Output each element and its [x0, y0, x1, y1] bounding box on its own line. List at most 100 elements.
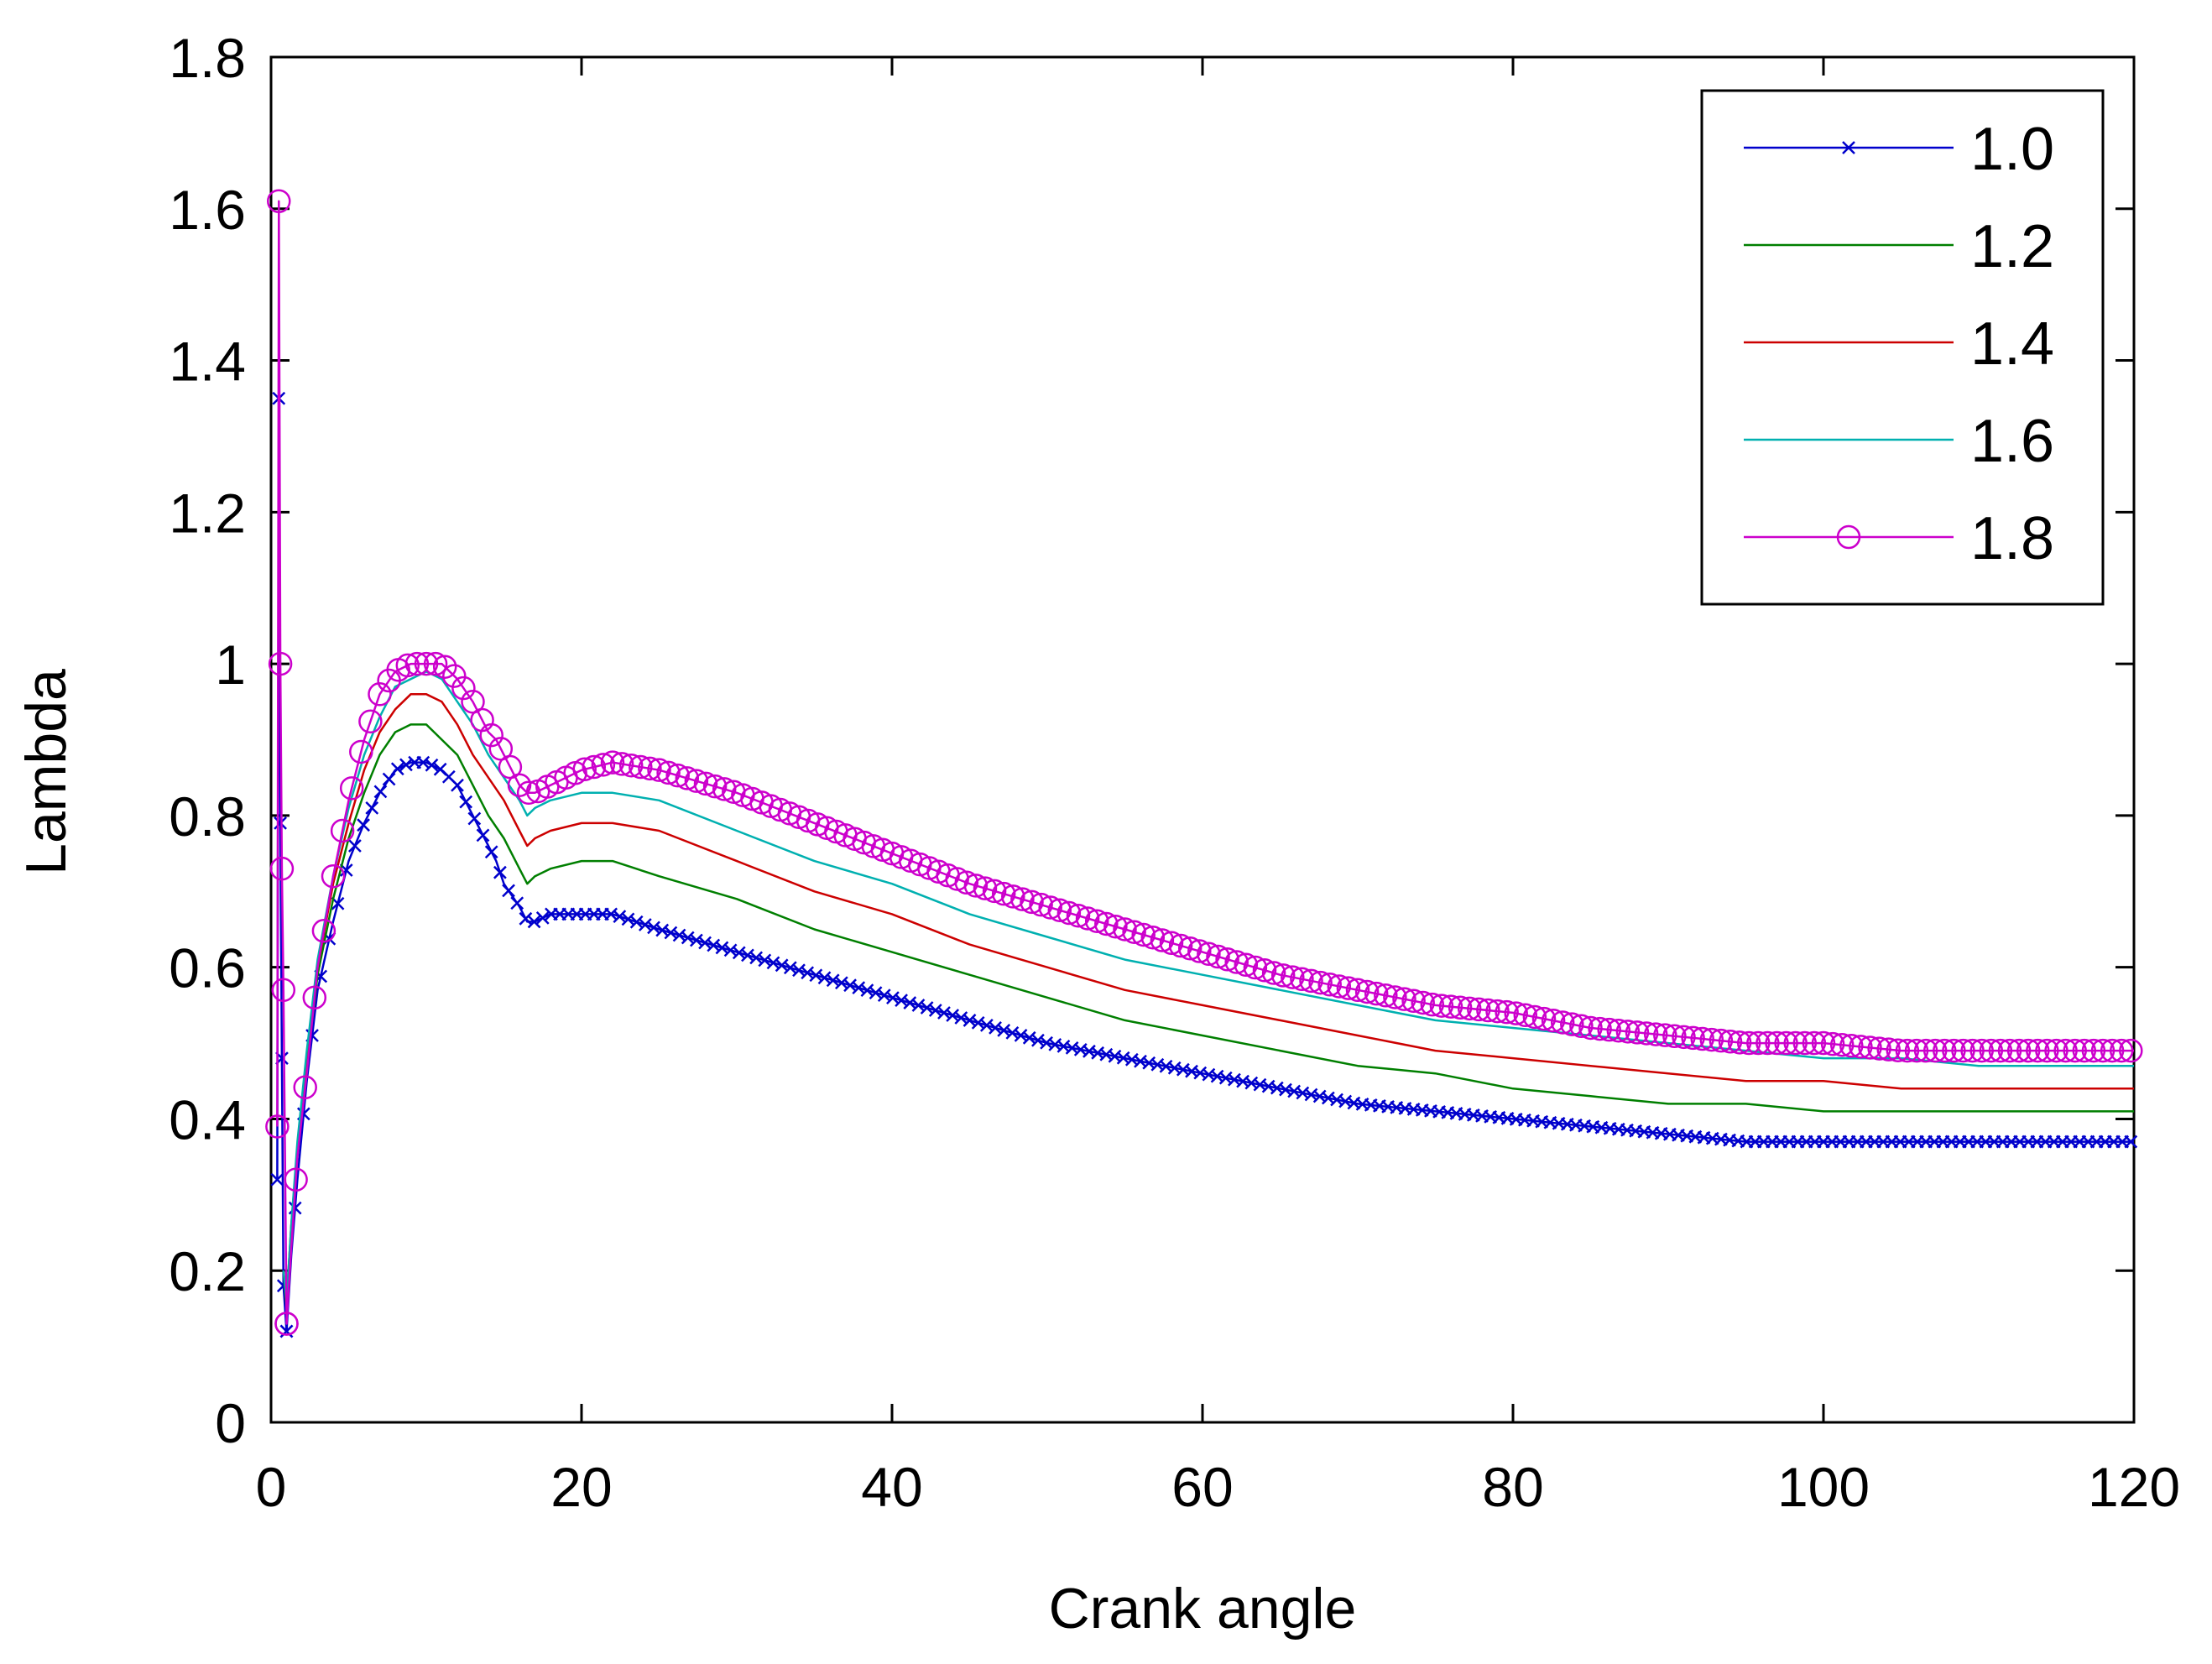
data-point [801, 966, 815, 980]
axis-ticks: 0 20 40 60 80 100 12000.20.40.60.811.21.41.61.… [169, 27, 2180, 1518]
data-point [723, 943, 738, 957]
data-point [1150, 928, 1175, 952]
data-point [1606, 1018, 1631, 1043]
data-point [1709, 1028, 1734, 1053]
data-point [1765, 1030, 1789, 1056]
data-point [1103, 914, 1128, 939]
data-point [1317, 973, 1342, 997]
data-point [1746, 1030, 1771, 1056]
data-point [1345, 978, 1370, 1003]
data-point [274, 816, 287, 830]
data-point [1643, 1022, 1668, 1046]
data-point [293, 1075, 317, 1100]
data-point [997, 1023, 1011, 1037]
data-point [1672, 1025, 1696, 1050]
data-point [1131, 922, 1156, 947]
data-point [1224, 950, 1249, 974]
data-point [698, 936, 712, 950]
data-point [1904, 1038, 1929, 1063]
data-point [382, 772, 396, 786]
data-point [638, 918, 652, 931]
data-point [365, 801, 379, 815]
data-point [792, 963, 806, 978]
data-point [1699, 1027, 1724, 1052]
data-point [1969, 1038, 1994, 1063]
data-point [330, 818, 355, 843]
series-1-0 [270, 391, 2138, 1338]
data-point [510, 896, 524, 910]
data-point [1020, 889, 1044, 915]
data-point [582, 754, 607, 780]
data-point [591, 753, 616, 777]
data-point [817, 971, 832, 985]
data-point [1942, 1038, 1966, 1063]
data-point [1168, 933, 1193, 958]
data-point [2090, 1038, 2115, 1063]
data-point [629, 915, 644, 929]
y-axis-title: Lambda [14, 669, 78, 875]
data-point [920, 1001, 934, 1015]
data-point [1038, 895, 1062, 920]
data-point [1988, 1038, 2013, 1063]
data-point [2119, 1038, 2143, 1063]
data-point [1066, 903, 1091, 928]
legend-label: 1.6 [1970, 408, 2054, 475]
data-point [1122, 920, 1146, 944]
data-point [954, 870, 979, 895]
data-point [1084, 909, 1109, 933]
x-tick-label: 20 [550, 1456, 612, 1518]
data-point [349, 739, 373, 764]
data-point [1270, 963, 1296, 988]
data-point [1281, 965, 1305, 989]
data-point [971, 1016, 985, 1030]
data-point [1354, 979, 1380, 1004]
data-point [647, 921, 660, 935]
data-point [339, 776, 364, 801]
data-point [493, 865, 507, 879]
data-point [432, 655, 457, 679]
data-point [2081, 1038, 2106, 1063]
data-point [373, 785, 388, 799]
data-point [1550, 1010, 1575, 1035]
legend-label: 1.8 [1970, 505, 2054, 572]
data-point [982, 879, 1007, 904]
y-tick-label: 0.2 [169, 1240, 246, 1302]
legend-label: 1.2 [1970, 213, 2054, 280]
data-point [442, 664, 467, 688]
data-point [1299, 968, 1323, 994]
data-point [1858, 1035, 1882, 1060]
data-point [715, 941, 729, 955]
x-tick-label: 0 [256, 1456, 287, 1518]
data-point [621, 912, 635, 926]
data-point [613, 910, 627, 923]
data-point [1951, 1038, 1975, 1063]
data-point [928, 1004, 942, 1017]
data-point [604, 907, 618, 921]
data-point [284, 1167, 308, 1192]
x-tick-label: 80 [1482, 1456, 1543, 1518]
legend-item: 1.6 [1744, 408, 2054, 475]
data-point [2026, 1038, 2050, 1063]
data-point [1727, 1030, 1752, 1055]
legend: 1.0 1.2 1.4 1.6 1.8 [1700, 89, 2105, 606]
data-point [638, 756, 662, 781]
data-point [1243, 955, 1268, 980]
data-point [1457, 996, 1482, 1021]
data-point [535, 911, 550, 925]
data-point [1513, 1003, 1538, 1028]
data-point [1588, 1016, 1612, 1041]
y-tick-label: 0.6 [169, 937, 246, 999]
data-point [1718, 1029, 1743, 1054]
data-point [1578, 1015, 1603, 1041]
data-point [1597, 1017, 1621, 1042]
data-point [1895, 1038, 1920, 1063]
data-point [693, 771, 718, 796]
data-point [368, 682, 392, 707]
series-layer [265, 189, 2143, 1338]
data-point [1690, 1026, 1714, 1051]
data-point [732, 946, 746, 960]
data-point [484, 845, 498, 859]
data-point [1420, 992, 1445, 1017]
data-point [2100, 1038, 2125, 1063]
data-point [712, 777, 737, 801]
